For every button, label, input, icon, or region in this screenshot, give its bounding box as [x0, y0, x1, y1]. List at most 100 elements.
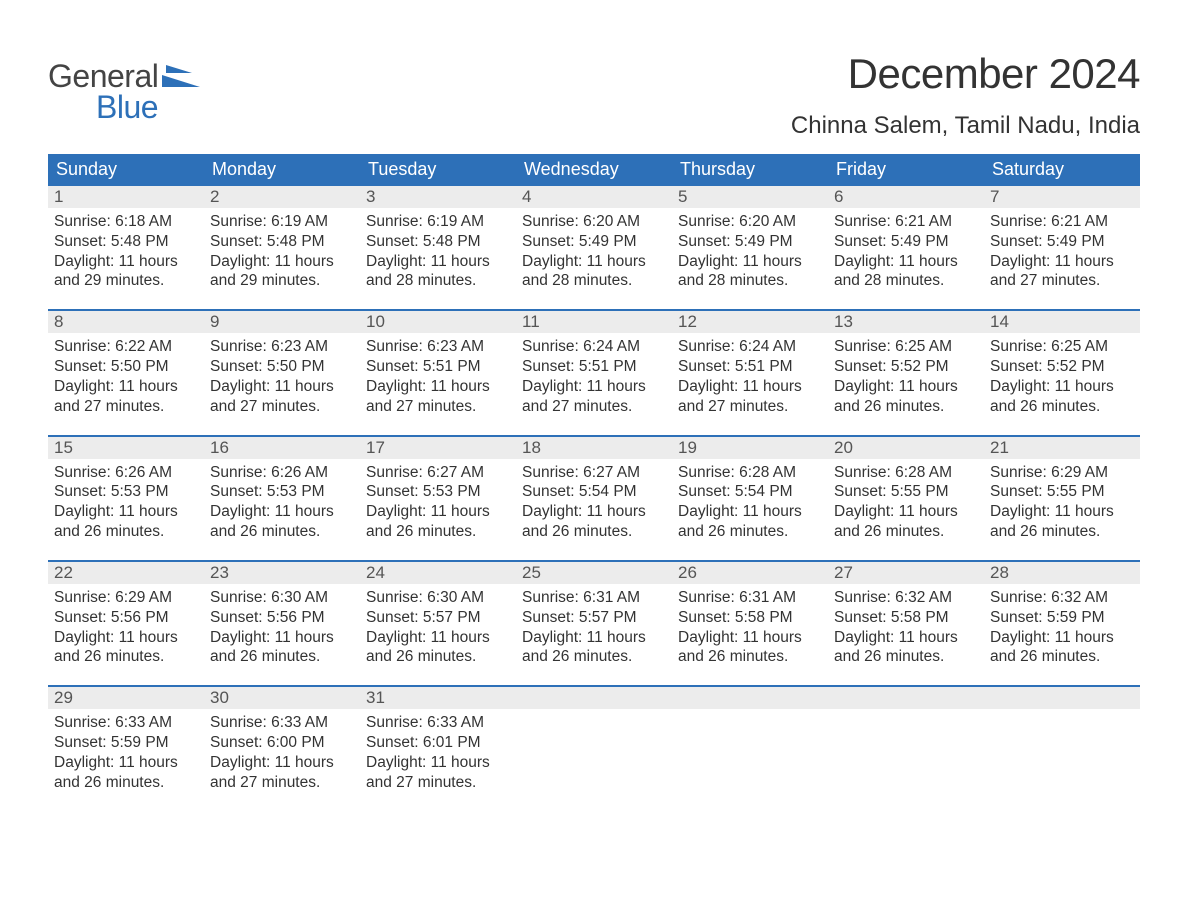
day-number: 16 [204, 437, 360, 459]
sunrise-line: Sunrise: 6:22 AM [54, 337, 198, 357]
day-data: Sunrise: 6:32 AMSunset: 5:58 PMDaylight:… [828, 584, 984, 667]
day-cell: 9Sunrise: 6:23 AMSunset: 5:50 PMDaylight… [204, 311, 360, 434]
day-number [672, 687, 828, 709]
day-cell [828, 687, 984, 810]
day-cell: 10Sunrise: 6:23 AMSunset: 5:51 PMDayligh… [360, 311, 516, 434]
day-cell [984, 687, 1140, 810]
sunrise-line: Sunrise: 6:31 AM [678, 588, 822, 608]
daylight-line: Daylight: 11 hours and 26 minutes. [834, 628, 978, 668]
sunset-line: Sunset: 5:52 PM [834, 357, 978, 377]
sunset-line: Sunset: 5:49 PM [522, 232, 666, 252]
daylight-line: Daylight: 11 hours and 26 minutes. [990, 628, 1134, 668]
day-cell: 11Sunrise: 6:24 AMSunset: 5:51 PMDayligh… [516, 311, 672, 434]
day-data: Sunrise: 6:24 AMSunset: 5:51 PMDaylight:… [672, 333, 828, 416]
sunrise-line: Sunrise: 6:23 AM [366, 337, 510, 357]
sunset-line: Sunset: 5:53 PM [210, 482, 354, 502]
day-data: Sunrise: 6:28 AMSunset: 5:54 PMDaylight:… [672, 459, 828, 542]
day-number: 19 [672, 437, 828, 459]
sunset-line: Sunset: 5:50 PM [54, 357, 198, 377]
sunrise-line: Sunrise: 6:26 AM [54, 463, 198, 483]
day-data: Sunrise: 6:33 AMSunset: 5:59 PMDaylight:… [48, 709, 204, 792]
day-number: 25 [516, 562, 672, 584]
day-cell: 15Sunrise: 6:26 AMSunset: 5:53 PMDayligh… [48, 437, 204, 560]
sunset-line: Sunset: 5:56 PM [54, 608, 198, 628]
day-data: Sunrise: 6:26 AMSunset: 5:53 PMDaylight:… [204, 459, 360, 542]
day-number: 20 [828, 437, 984, 459]
sunrise-line: Sunrise: 6:24 AM [678, 337, 822, 357]
sunrise-line: Sunrise: 6:31 AM [522, 588, 666, 608]
day-cell: 31Sunrise: 6:33 AMSunset: 6:01 PMDayligh… [360, 687, 516, 810]
sunset-line: Sunset: 5:48 PM [366, 232, 510, 252]
day-number: 27 [828, 562, 984, 584]
sunset-line: Sunset: 5:53 PM [54, 482, 198, 502]
daylight-line: Daylight: 11 hours and 26 minutes. [366, 628, 510, 668]
daylight-line: Daylight: 11 hours and 26 minutes. [678, 502, 822, 542]
day-number: 30 [204, 687, 360, 709]
day-data: Sunrise: 6:27 AMSunset: 5:54 PMDaylight:… [516, 459, 672, 542]
dayhead-mon: Monday [204, 154, 360, 186]
day-cell: 6Sunrise: 6:21 AMSunset: 5:49 PMDaylight… [828, 186, 984, 309]
dayhead-thu: Thursday [672, 154, 828, 186]
sunset-line: Sunset: 5:51 PM [522, 357, 666, 377]
week-row: 22Sunrise: 6:29 AMSunset: 5:56 PMDayligh… [48, 560, 1140, 685]
sunset-line: Sunset: 6:01 PM [366, 733, 510, 753]
day-data: Sunrise: 6:26 AMSunset: 5:53 PMDaylight:… [48, 459, 204, 542]
dayhead-sat: Saturday [984, 154, 1140, 186]
daylight-line: Daylight: 11 hours and 28 minutes. [522, 252, 666, 292]
day-cell: 3Sunrise: 6:19 AMSunset: 5:48 PMDaylight… [360, 186, 516, 309]
day-data: Sunrise: 6:31 AMSunset: 5:58 PMDaylight:… [672, 584, 828, 667]
day-cell [516, 687, 672, 810]
sunrise-line: Sunrise: 6:25 AM [990, 337, 1134, 357]
sunrise-line: Sunrise: 6:20 AM [522, 212, 666, 232]
day-number: 29 [48, 687, 204, 709]
logo-word2: Blue [96, 89, 200, 126]
day-data: Sunrise: 6:23 AMSunset: 5:51 PMDaylight:… [360, 333, 516, 416]
day-cell: 12Sunrise: 6:24 AMSunset: 5:51 PMDayligh… [672, 311, 828, 434]
day-cell: 28Sunrise: 6:32 AMSunset: 5:59 PMDayligh… [984, 562, 1140, 685]
daylight-line: Daylight: 11 hours and 28 minutes. [366, 252, 510, 292]
day-data: Sunrise: 6:31 AMSunset: 5:57 PMDaylight:… [516, 584, 672, 667]
day-number: 7 [984, 186, 1140, 208]
daylight-line: Daylight: 11 hours and 26 minutes. [210, 628, 354, 668]
day-number: 4 [516, 186, 672, 208]
daylight-line: Daylight: 11 hours and 26 minutes. [990, 502, 1134, 542]
daylight-line: Daylight: 11 hours and 27 minutes. [210, 753, 354, 793]
day-number: 31 [360, 687, 516, 709]
daylight-line: Daylight: 11 hours and 28 minutes. [678, 252, 822, 292]
sunrise-line: Sunrise: 6:23 AM [210, 337, 354, 357]
day-data: Sunrise: 6:29 AMSunset: 5:55 PMDaylight:… [984, 459, 1140, 542]
sunrise-line: Sunrise: 6:27 AM [522, 463, 666, 483]
sunrise-line: Sunrise: 6:28 AM [834, 463, 978, 483]
sunrise-line: Sunrise: 6:26 AM [210, 463, 354, 483]
day-number: 18 [516, 437, 672, 459]
day-number: 5 [672, 186, 828, 208]
day-cell: 25Sunrise: 6:31 AMSunset: 5:57 PMDayligh… [516, 562, 672, 685]
day-number: 26 [672, 562, 828, 584]
dayhead-sun: Sunday [48, 154, 204, 186]
day-cell: 27Sunrise: 6:32 AMSunset: 5:58 PMDayligh… [828, 562, 984, 685]
sunrise-line: Sunrise: 6:33 AM [210, 713, 354, 733]
daylight-line: Daylight: 11 hours and 27 minutes. [366, 377, 510, 417]
day-number: 9 [204, 311, 360, 333]
sunset-line: Sunset: 5:59 PM [990, 608, 1134, 628]
sunrise-line: Sunrise: 6:33 AM [366, 713, 510, 733]
day-cell: 21Sunrise: 6:29 AMSunset: 5:55 PMDayligh… [984, 437, 1140, 560]
week-row: 15Sunrise: 6:26 AMSunset: 5:53 PMDayligh… [48, 435, 1140, 560]
day-cell: 16Sunrise: 6:26 AMSunset: 5:53 PMDayligh… [204, 437, 360, 560]
daylight-line: Daylight: 11 hours and 28 minutes. [834, 252, 978, 292]
day-number: 3 [360, 186, 516, 208]
header: General Blue December 2024 Chinna Salem,… [48, 50, 1140, 140]
sunset-line: Sunset: 5:51 PM [678, 357, 822, 377]
day-data: Sunrise: 6:25 AMSunset: 5:52 PMDaylight:… [984, 333, 1140, 416]
sunrise-line: Sunrise: 6:19 AM [210, 212, 354, 232]
day-cell: 20Sunrise: 6:28 AMSunset: 5:55 PMDayligh… [828, 437, 984, 560]
day-number: 10 [360, 311, 516, 333]
daylight-line: Daylight: 11 hours and 29 minutes. [54, 252, 198, 292]
sunset-line: Sunset: 5:58 PM [834, 608, 978, 628]
sunrise-line: Sunrise: 6:33 AM [54, 713, 198, 733]
sunset-line: Sunset: 5:55 PM [990, 482, 1134, 502]
day-number: 28 [984, 562, 1140, 584]
daylight-line: Daylight: 11 hours and 26 minutes. [522, 628, 666, 668]
week-row: 8Sunrise: 6:22 AMSunset: 5:50 PMDaylight… [48, 309, 1140, 434]
sunset-line: Sunset: 6:00 PM [210, 733, 354, 753]
